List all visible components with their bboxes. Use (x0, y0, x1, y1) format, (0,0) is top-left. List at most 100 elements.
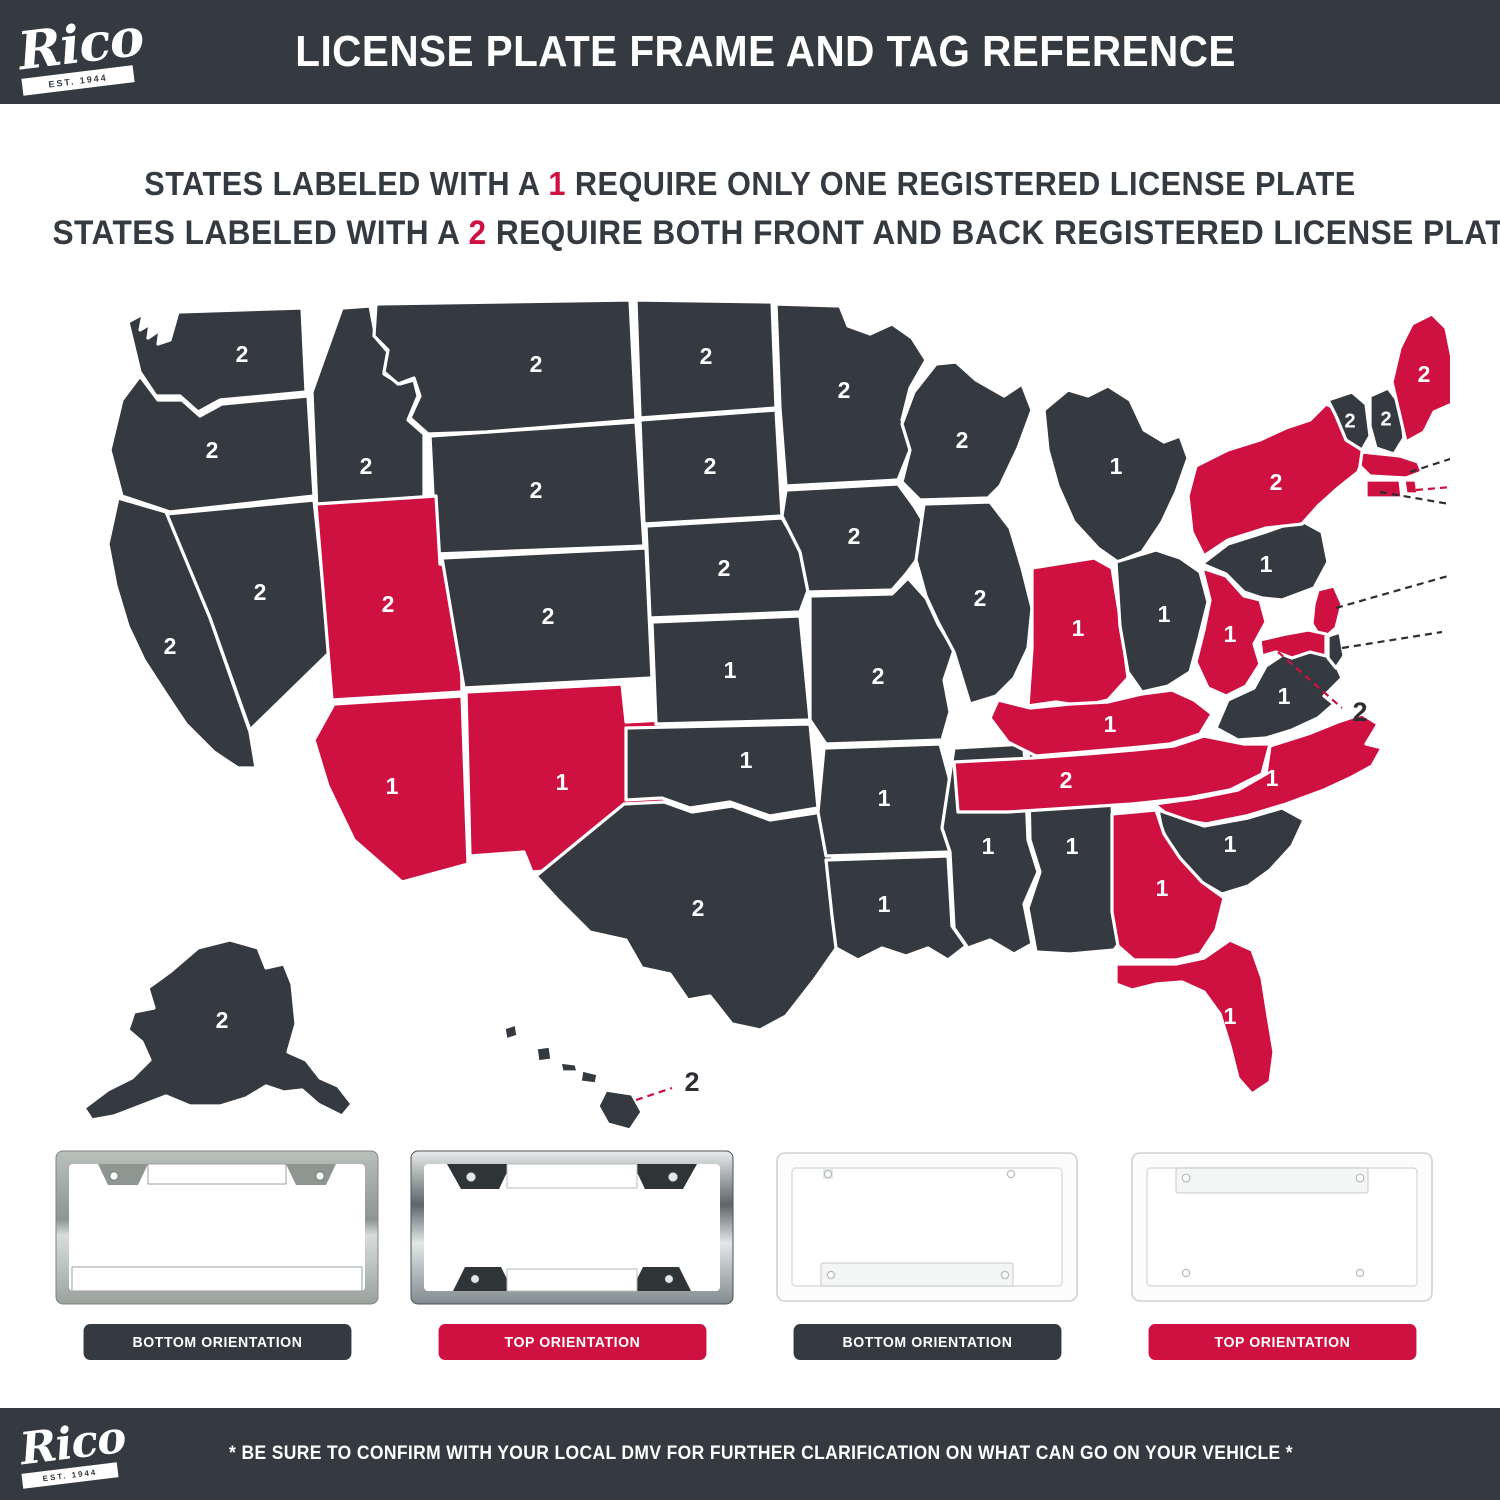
frame-badge-3[interactable]: BOTTOM ORIENTATION (793, 1324, 1062, 1360)
frame-item-2: TOP ORIENTATION (407, 1145, 737, 1385)
callout-leader-DC (1277, 651, 1343, 709)
state-label-MO: 2 (872, 663, 885, 689)
state-IL[interactable] (914, 500, 1034, 706)
state-WV[interactable] (1194, 566, 1268, 698)
state-HI-island-2[interactable] (534, 1044, 554, 1064)
state-label-KS: 1 (724, 657, 737, 683)
state-VT[interactable] (1326, 390, 1372, 452)
frame-image-1 (52, 1145, 382, 1310)
state-label-IL: 2 (974, 585, 987, 611)
state-label-OK: 1 (740, 747, 753, 773)
state-NY[interactable] (1186, 402, 1368, 558)
state-IA[interactable] (780, 482, 928, 594)
page-footer: Rico EST. 1944 * BE SURE TO CONFIRM WITH… (0, 1408, 1500, 1500)
state-label-SD: 2 (704, 453, 717, 479)
legend-badge-one: 1 (548, 165, 566, 202)
legend-line-one: STATES LABELED WITH A 1 REQUIRE ONLY ONE… (53, 160, 1448, 208)
legend-line-one-pre: STATES LABELED WITH A (144, 165, 549, 202)
page-header: Rico EST. 1944 LICENSE PLATE FRAME AND T… (0, 0, 1500, 104)
frame-badge-1[interactable]: BOTTOM ORIENTATION (83, 1324, 351, 1360)
state-MO[interactable] (808, 576, 956, 746)
state-DE[interactable] (1326, 630, 1346, 670)
state-ME[interactable] (1390, 312, 1450, 444)
frame-item-3: BOTTOM ORIENTATION (763, 1145, 1093, 1385)
state-CA[interactable] (106, 496, 258, 770)
state-label-WY: 2 (530, 477, 543, 503)
state-label-AL: 1 (1066, 833, 1079, 859)
state-label-NC: 1 (1266, 765, 1279, 791)
state-OR[interactable] (108, 374, 316, 514)
state-label-SC: 1 (1224, 831, 1237, 857)
state-label-AZ: 1 (386, 773, 399, 799)
state-HI-island-3[interactable] (558, 1060, 580, 1074)
state-label-FL: 1 (1224, 1003, 1237, 1029)
callout-leader-CT (1379, 490, 1450, 506)
state-CO[interactable] (440, 546, 654, 690)
callout-label-DC: 2 (1352, 697, 1367, 727)
callout-leader-DE (1341, 630, 1443, 650)
state-label-IA: 2 (848, 523, 861, 549)
state-label-LA: 1 (878, 891, 891, 917)
state-VA[interactable] (1214, 646, 1344, 742)
state-FL[interactable] (1114, 938, 1276, 1096)
state-WI[interactable] (900, 360, 1034, 502)
state-label-VA: 1 (1278, 683, 1291, 709)
frame-image-2 (407, 1145, 737, 1310)
frame-badge-2[interactable]: TOP ORIENTATION (438, 1324, 707, 1360)
state-NH[interactable] (1368, 386, 1406, 456)
state-MT[interactable] (372, 300, 638, 436)
brand-logo-est: EST. 1944 (47, 71, 109, 90)
state-label-ME: 2 (1418, 361, 1431, 387)
state-label-TN: 2 (1060, 767, 1073, 793)
state-PA[interactable] (1200, 518, 1330, 602)
state-ND[interactable] (634, 300, 778, 420)
state-label-MS: 1 (982, 833, 995, 859)
legend-badge-two: 2 (468, 214, 487, 252)
frame-image-4 (1118, 1145, 1448, 1310)
frame-item-4: TOP ORIENTATION (1118, 1145, 1448, 1385)
callout-leader-RI (1415, 485, 1450, 492)
state-OK[interactable] (624, 722, 820, 818)
state-AK[interactable] (82, 938, 354, 1122)
state-label-ND: 2 (700, 343, 713, 369)
state-IN[interactable] (1026, 556, 1130, 708)
brand-logo: Rico EST. 1944 (0, 0, 160, 104)
state-MN[interactable] (774, 302, 928, 488)
state-label-MN: 2 (838, 377, 851, 403)
state-label-WV: 1 (1224, 621, 1237, 647)
state-MA[interactable] (1358, 450, 1424, 480)
state-label-GA: 1 (1156, 875, 1169, 901)
legend-line-two: STATES LABELED WITH A 2 REQUIRE BOTH FRO… (52, 208, 1500, 258)
state-label-KY: 1 (1104, 711, 1117, 737)
frame-badge-4[interactable]: TOP ORIENTATION (1149, 1324, 1417, 1360)
state-MD[interactable] (1258, 628, 1328, 660)
state-WA[interactable] (126, 306, 308, 414)
state-label-MT: 2 (530, 351, 543, 377)
state-HI-island-4[interactable] (578, 1068, 600, 1086)
state-TN[interactable] (952, 734, 1272, 814)
state-OH[interactable] (1114, 548, 1210, 694)
state-TX[interactable] (534, 800, 852, 1032)
callout-leader-NJ (1335, 574, 1450, 610)
state-GA[interactable] (1110, 808, 1226, 962)
state-NC[interactable] (1152, 712, 1384, 826)
state-KY[interactable] (988, 688, 1214, 758)
legend-line-two-post: REQUIRE BOTH FRONT AND BACK REGISTERED L… (486, 214, 1500, 252)
frame-svg-3 (775, 1152, 1078, 1302)
state-RI[interactable] (1402, 478, 1420, 496)
state-HI-island-1[interactable] (502, 1022, 520, 1042)
state-label-NY: 2 (1270, 469, 1283, 495)
state-label-CA: 2 (164, 633, 177, 659)
footer-disclaimer: * BE SURE TO CONFIRM WITH YOUR LOCAL DMV… (229, 1443, 1293, 1464)
legend-line-two-pre: STATES LABELED WITH A (52, 214, 469, 252)
us-state-map: 2 2 2 2 2 2 2 2 2 (70, 300, 1450, 1130)
state-LA[interactable] (824, 854, 968, 962)
state-HI-island-5[interactable] (596, 1088, 644, 1130)
state-MI[interactable] (1042, 384, 1190, 564)
state-label-WA: 2 (236, 341, 249, 367)
us-map-svg: 2 2 2 2 2 2 2 2 2 (82, 300, 1450, 1130)
state-label-MI: 1 (1110, 453, 1123, 479)
state-label-AR: 1 (878, 785, 891, 811)
state-AZ[interactable] (312, 694, 470, 884)
